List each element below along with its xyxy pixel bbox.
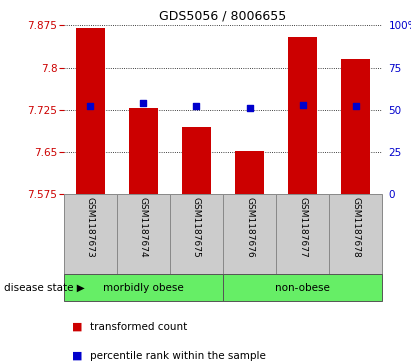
Text: GSM1187675: GSM1187675: [192, 197, 201, 257]
Point: [299, 102, 306, 108]
Text: ■: ■: [72, 322, 83, 332]
Text: ■: ■: [72, 351, 83, 361]
Text: GSM1187677: GSM1187677: [298, 197, 307, 257]
Bar: [64, 194, 117, 274]
Bar: [235, 151, 264, 194]
Text: percentile rank within the sample: percentile rank within the sample: [90, 351, 266, 361]
Text: non-obese: non-obese: [275, 283, 330, 293]
Bar: [223, 194, 276, 274]
Point: [352, 103, 359, 109]
Bar: [170, 194, 223, 274]
Text: morbidly obese: morbidly obese: [103, 283, 184, 293]
Bar: [117, 194, 170, 274]
Bar: [129, 108, 158, 194]
Point: [246, 105, 253, 111]
Bar: [182, 127, 211, 194]
Point: [140, 100, 147, 106]
Bar: [223, 274, 382, 301]
Bar: [288, 37, 317, 194]
Text: GSM1187676: GSM1187676: [245, 197, 254, 257]
Bar: [329, 194, 382, 274]
Text: transformed count: transformed count: [90, 322, 188, 332]
Text: disease state ▶: disease state ▶: [4, 283, 85, 293]
Title: GDS5056 / 8006655: GDS5056 / 8006655: [159, 10, 286, 23]
Bar: [341, 59, 370, 194]
Text: GSM1187678: GSM1187678: [351, 197, 360, 257]
Bar: [76, 28, 105, 194]
Point: [193, 103, 200, 109]
Bar: [276, 194, 329, 274]
Text: GSM1187674: GSM1187674: [139, 197, 148, 257]
Point: [87, 103, 94, 109]
Text: GSM1187673: GSM1187673: [86, 197, 95, 257]
Bar: [64, 274, 223, 301]
